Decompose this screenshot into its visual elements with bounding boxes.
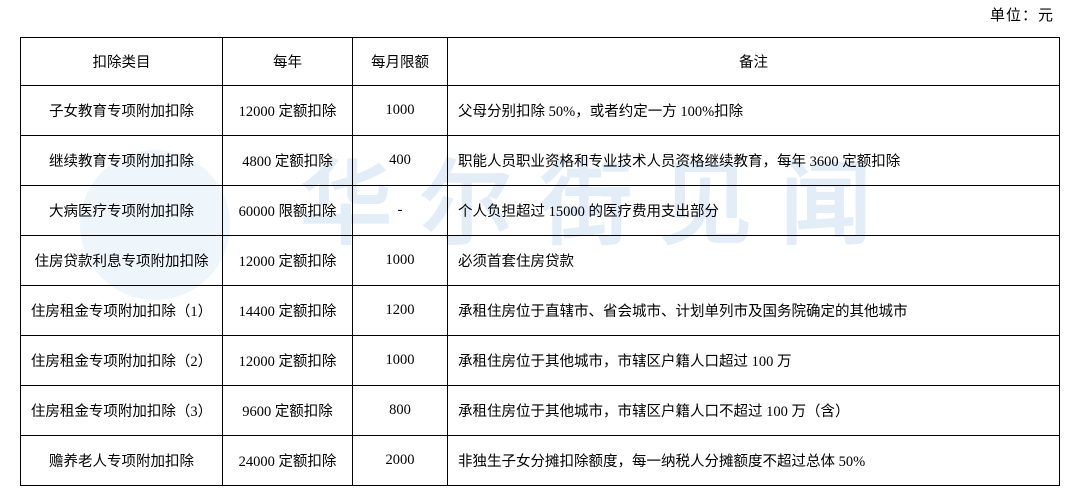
cell-yearly: 60000 限额扣除 <box>223 186 353 236</box>
cell-note: 父母分别扣除 50%，或者约定一方 100%扣除 <box>448 86 1060 136</box>
col-header-category: 扣除类目 <box>21 38 223 86</box>
cell-note: 非独生子女分摊扣除额度，每一纳税人分摊额度不超过总体 50% <box>448 436 1060 486</box>
cell-category: 住房租金专项附加扣除（1） <box>21 286 223 336</box>
cell-monthly: - <box>353 186 448 236</box>
table-row: 住房租金专项附加扣除（3） 9600 定额扣除 800 承租住房位于其他城市，市… <box>21 386 1060 436</box>
cell-category: 住房租金专项附加扣除（2） <box>21 336 223 386</box>
col-header-note: 备注 <box>448 38 1060 86</box>
cell-note: 个人负担超过 15000 的医疗费用支出部分 <box>448 186 1060 236</box>
table-row: 赡养老人专项附加扣除 24000 定额扣除 2000 非独生子女分摊扣除额度，每… <box>21 436 1060 486</box>
deductions-table: 扣除类目 每年 每月限额 备注 子女教育专项附加扣除 12000 定额扣除 10… <box>20 37 1060 486</box>
cell-note: 必须首套住房贷款 <box>448 236 1060 286</box>
cell-category: 赡养老人专项附加扣除 <box>21 436 223 486</box>
cell-note: 承租住房位于其他城市，市辖区户籍人口超过 100 万 <box>448 336 1060 386</box>
cell-yearly: 12000 定额扣除 <box>223 236 353 286</box>
cell-yearly: 9600 定额扣除 <box>223 386 353 436</box>
cell-monthly: 400 <box>353 136 448 186</box>
cell-category: 住房贷款利息专项附加扣除 <box>21 236 223 286</box>
cell-note: 职能人员职业资格和专业技术人员资格继续教育，每年 3600 定额扣除 <box>448 136 1060 186</box>
cell-yearly: 14400 定额扣除 <box>223 286 353 336</box>
cell-monthly: 2000 <box>353 436 448 486</box>
table-row: 子女教育专项附加扣除 12000 定额扣除 1000 父母分别扣除 50%，或者… <box>21 86 1060 136</box>
cell-note: 承租住房位于其他城市，市辖区户籍人口不超过 100 万（含） <box>448 386 1060 436</box>
cell-yearly: 12000 定额扣除 <box>223 336 353 386</box>
cell-category: 继续教育专项附加扣除 <box>21 136 223 186</box>
table-header-row: 扣除类目 每年 每月限额 备注 <box>21 38 1060 86</box>
cell-category: 住房租金专项附加扣除（3） <box>21 386 223 436</box>
cell-category: 大病医疗专项附加扣除 <box>21 186 223 236</box>
col-header-yearly: 每年 <box>223 38 353 86</box>
cell-monthly: 1000 <box>353 336 448 386</box>
cell-monthly: 800 <box>353 386 448 436</box>
cell-yearly: 12000 定额扣除 <box>223 86 353 136</box>
cell-monthly: 1000 <box>353 236 448 286</box>
unit-label: 单位：元 <box>20 4 1060 25</box>
cell-monthly: 1000 <box>353 86 448 136</box>
cell-category: 子女教育专项附加扣除 <box>21 86 223 136</box>
cell-monthly: 1200 <box>353 286 448 336</box>
table-row: 大病医疗专项附加扣除 60000 限额扣除 - 个人负担超过 15000 的医疗… <box>21 186 1060 236</box>
cell-note: 承租住房位于直辖市、省会城市、计划单列市及国务院确定的其他城市 <box>448 286 1060 336</box>
table-row: 住房贷款利息专项附加扣除 12000 定额扣除 1000 必须首套住房贷款 <box>21 236 1060 286</box>
table-row: 继续教育专项附加扣除 4800 定额扣除 400 职能人员职业资格和专业技术人员… <box>21 136 1060 186</box>
table-row: 住房租金专项附加扣除（2） 12000 定额扣除 1000 承租住房位于其他城市… <box>21 336 1060 386</box>
cell-yearly: 4800 定额扣除 <box>223 136 353 186</box>
cell-yearly: 24000 定额扣除 <box>223 436 353 486</box>
table-row: 住房租金专项附加扣除（1） 14400 定额扣除 1200 承租住房位于直辖市、… <box>21 286 1060 336</box>
col-header-monthly: 每月限额 <box>353 38 448 86</box>
